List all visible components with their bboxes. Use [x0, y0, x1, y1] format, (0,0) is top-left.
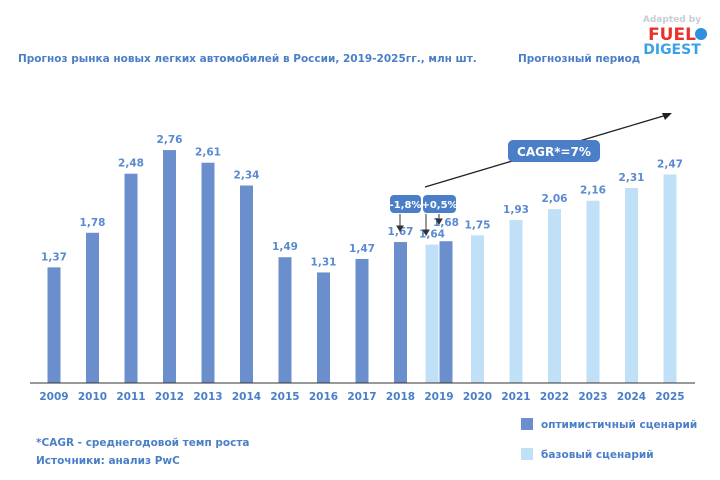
- x-tick-label: 2017: [347, 391, 376, 403]
- data-label: 1,47: [349, 243, 375, 255]
- data-label: 1,75: [465, 219, 491, 231]
- bar-optimistic-2016: [317, 272, 330, 383]
- bar-optimistic-2017: [355, 258, 369, 383]
- x-tick-label: 2013: [193, 391, 222, 403]
- x-tick-label: 2020: [463, 391, 492, 403]
- data-label: 2,61: [195, 147, 221, 159]
- data-label: 2,47: [657, 159, 683, 171]
- bar-optimistic-2019: [439, 241, 453, 383]
- data-label: 2,31: [619, 172, 645, 184]
- x-tick-label: 2018: [386, 391, 415, 403]
- logo: Adapted by FUEL DIGEST: [643, 15, 707, 58]
- cagr-arrowhead: [662, 113, 672, 120]
- bar-optimistic-2018: [394, 242, 407, 383]
- legend-label-base: базовый сценарий: [541, 449, 654, 461]
- data-label: 1,93: [503, 204, 529, 216]
- x-tick-label: 2022: [540, 391, 569, 403]
- data-label: 2,06: [542, 193, 568, 205]
- data-label: 2,34: [234, 170, 260, 182]
- x-tick-label: 2014: [232, 391, 261, 403]
- x-tick-label: 2011: [116, 391, 145, 403]
- svg-text:CAGR*=7%: CAGR*=7%: [517, 145, 591, 159]
- bar-optimistic-2013: [201, 162, 215, 383]
- change-badge-2: +0,5%: [421, 195, 458, 213]
- bar-optimistic-2009: [47, 267, 61, 383]
- legend-swatch-optimistic: [521, 418, 533, 430]
- bar-base-2023: [586, 200, 600, 383]
- data-label: 1,31: [311, 256, 337, 268]
- bar-base-2022: [548, 209, 561, 383]
- bar-optimistic-2015: [278, 257, 292, 383]
- data-label: 1,37: [41, 251, 67, 263]
- data-label: 1,49: [272, 241, 298, 253]
- change-badge-1: -1,8%: [390, 195, 422, 213]
- svg-text:DIGEST: DIGEST: [643, 42, 701, 58]
- bar-base-2024: [625, 188, 638, 383]
- chart-title: Прогноз рынка новых легких автомобилей в…: [18, 53, 477, 65]
- bar-optimistic-2012: [163, 150, 176, 383]
- x-tick-label: 2023: [578, 391, 607, 403]
- x-tick-label: 2025: [655, 391, 684, 403]
- svg-text:FUEL: FUEL: [648, 25, 696, 45]
- bar-base-2025: [663, 174, 677, 383]
- x-tick-label: 2024: [617, 391, 646, 403]
- change-arrows: [396, 214, 443, 236]
- svg-text:-1,8%: -1,8%: [390, 200, 422, 211]
- data-label: 2,76: [157, 134, 183, 146]
- x-tick-label: 2015: [270, 391, 299, 403]
- svg-text:+0,5%: +0,5%: [421, 200, 457, 211]
- legend-swatch-base: [521, 448, 533, 460]
- bar-optimistic-2014: [240, 185, 253, 383]
- bar-optimistic-2011: [124, 173, 138, 383]
- bar-base-2021: [509, 220, 523, 383]
- bar-base-2020: [471, 235, 484, 383]
- bar-base-2019: [425, 244, 439, 383]
- data-label: 1,78: [80, 217, 106, 229]
- x-tick-label: 2009: [39, 391, 68, 403]
- x-tick-label: 2010: [78, 391, 107, 403]
- x-tick-label: 2021: [501, 391, 530, 403]
- svg-text:Adapted by: Adapted by: [643, 15, 701, 25]
- source: Источники: анализ PwC: [36, 455, 180, 467]
- data-label: 2,48: [118, 158, 144, 170]
- legend-label-optimistic: оптимистичный сценарий: [541, 419, 697, 431]
- x-tick-label: 2016: [309, 391, 338, 403]
- x-tick-label: 2012: [155, 391, 184, 403]
- footnote: *CAGR - среднегодовой темп роста: [36, 437, 250, 449]
- data-label: 1,67: [388, 226, 414, 238]
- forecast-label: Прогнозный период: [518, 53, 640, 65]
- bar-optimistic-2010: [86, 232, 99, 383]
- cagr-badge: CAGR*=7%: [508, 140, 600, 162]
- data-label: 2,16: [580, 185, 606, 197]
- x-tick-label: 2019: [424, 391, 453, 403]
